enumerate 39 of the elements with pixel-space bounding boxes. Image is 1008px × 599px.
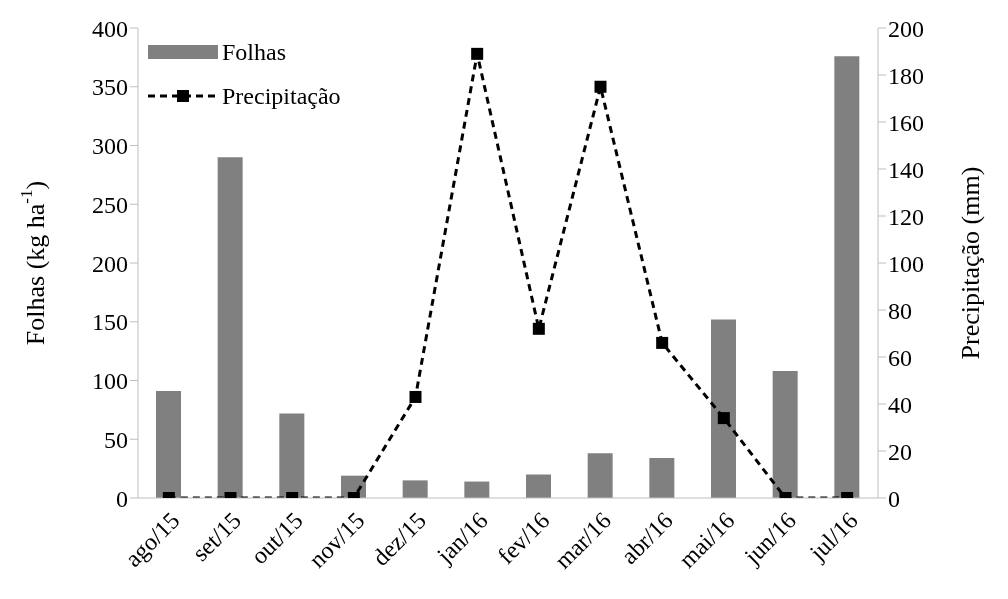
bar	[834, 56, 860, 498]
y2-tick-label: 40	[888, 391, 912, 418]
bar	[156, 391, 181, 498]
y2-axis-title: Precipitação (mm)	[955, 166, 985, 360]
point	[471, 47, 484, 60]
bar	[649, 458, 675, 498]
y2-tick-label: 80	[888, 297, 912, 324]
point	[409, 390, 422, 403]
y2-tick-label: 100	[888, 250, 924, 277]
y2-tick-label: 200	[888, 15, 924, 42]
legend-label: Precipitação	[222, 82, 341, 110]
bar	[587, 453, 613, 498]
bar	[217, 157, 243, 498]
y-tick-label: 400	[92, 15, 128, 42]
point	[532, 322, 545, 335]
y2-tick-label: 160	[888, 109, 924, 136]
y2-tick-label: 60	[888, 344, 912, 371]
y-tick-label: 300	[92, 133, 128, 160]
bar	[402, 480, 428, 498]
bar	[772, 371, 798, 498]
y-tick-label: 50	[104, 426, 128, 453]
point	[594, 80, 607, 93]
y-tick-label: 250	[92, 191, 128, 218]
y-tick-label: 350	[92, 74, 128, 101]
y-tick-label: 200	[92, 250, 128, 277]
point	[656, 336, 669, 349]
bar	[279, 413, 305, 498]
legend-label: Folhas	[222, 38, 287, 66]
y2-tick-label: 20	[888, 438, 912, 465]
y-tick-label: 100	[92, 368, 128, 395]
y2-tick-label: 0	[888, 485, 900, 512]
y-tick-label: 150	[92, 309, 128, 336]
bar	[526, 474, 551, 498]
y2-tick-label: 140	[888, 156, 924, 183]
y2-tick-label: 180	[888, 62, 924, 89]
bar	[464, 481, 490, 498]
y2-tick-label: 120	[888, 203, 924, 230]
y-tick-label: 0	[116, 485, 128, 512]
bar	[711, 319, 736, 498]
